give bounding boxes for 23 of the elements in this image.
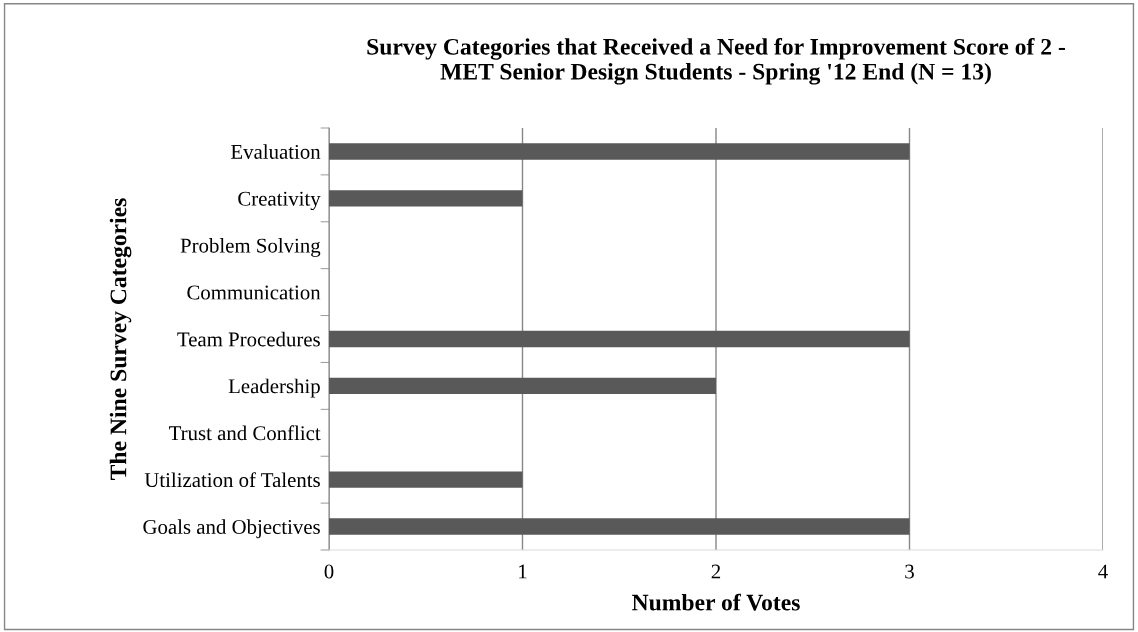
x-tick-label: 2 [711,564,721,579]
x-tick-label: 0 [324,564,334,579]
y-tick-label: Trust and Conflict [169,425,321,441]
y-tick-label: Goals and Objectives [143,519,320,539]
bar [329,330,910,348]
y-tick-label: Communication [187,285,321,300]
bar [329,518,910,535]
x-tick-label: 1 [519,564,527,579]
bar [329,471,523,488]
bar [329,190,523,207]
y-tick-label: Leadership [228,378,320,398]
x-axis-title: Number of Votes [632,593,800,611]
y-tick-label: Utilization of Talents [144,472,320,488]
bar [329,377,716,395]
y-tick-label: Team Procedures [177,331,320,347]
y-tick-label: Problem Solving [180,237,321,257]
x-tick-label: 4 [1098,564,1108,579]
x-tick-label: 3 [905,564,914,579]
y-axis-title: The Nine Survey Categories [109,198,132,480]
bar [329,143,910,160]
y-tick-label: Evaluation [231,144,321,159]
chart-title: Survey Categories that Received a Need for Improvement Score of 2 - MET Senior Design Students - Spring '12 End (N = 13) [367,37,1065,85]
y-tick-label: Creativity [238,191,321,211]
